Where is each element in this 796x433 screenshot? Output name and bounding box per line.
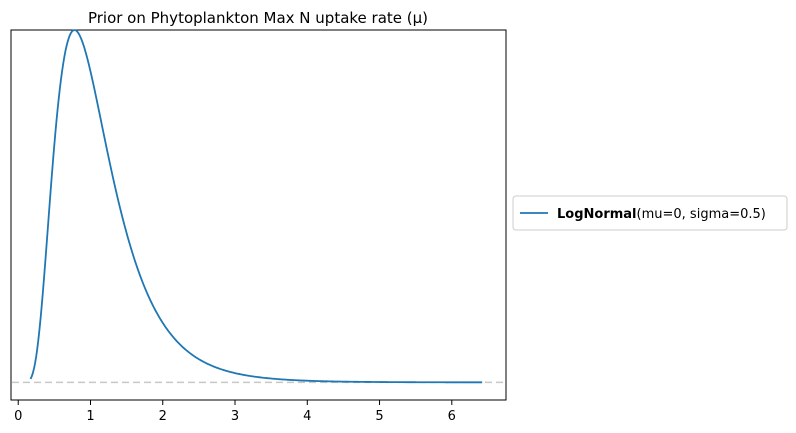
x-tick-label: 5 bbox=[375, 409, 383, 424]
x-tick-label: 0 bbox=[14, 409, 22, 424]
legend-label: LogNormal(mu=0, sigma=0.5) bbox=[557, 207, 766, 222]
x-tick-label: 1 bbox=[86, 409, 94, 424]
chart-title: Prior on Phytoplankton Max N uptake rate… bbox=[88, 9, 428, 27]
legend-box bbox=[512, 195, 788, 231]
x-tick-label: 4 bbox=[303, 409, 311, 424]
series-line-lognormal bbox=[29, 29, 483, 384]
x-tick-label: 3 bbox=[231, 409, 239, 424]
plot-area bbox=[10, 29, 507, 401]
x-tick-label: 2 bbox=[159, 409, 167, 424]
legend: LogNormal(mu=0, sigma=0.5) bbox=[512, 195, 788, 231]
x-axis-ticks: 0 1 2 3 4 5 6 bbox=[14, 400, 456, 424]
legend-label-params: (mu=0, sigma=0.5) bbox=[637, 207, 766, 222]
x-tick-label: 6 bbox=[448, 409, 456, 424]
legend-label-bold: LogNormal bbox=[557, 207, 637, 222]
